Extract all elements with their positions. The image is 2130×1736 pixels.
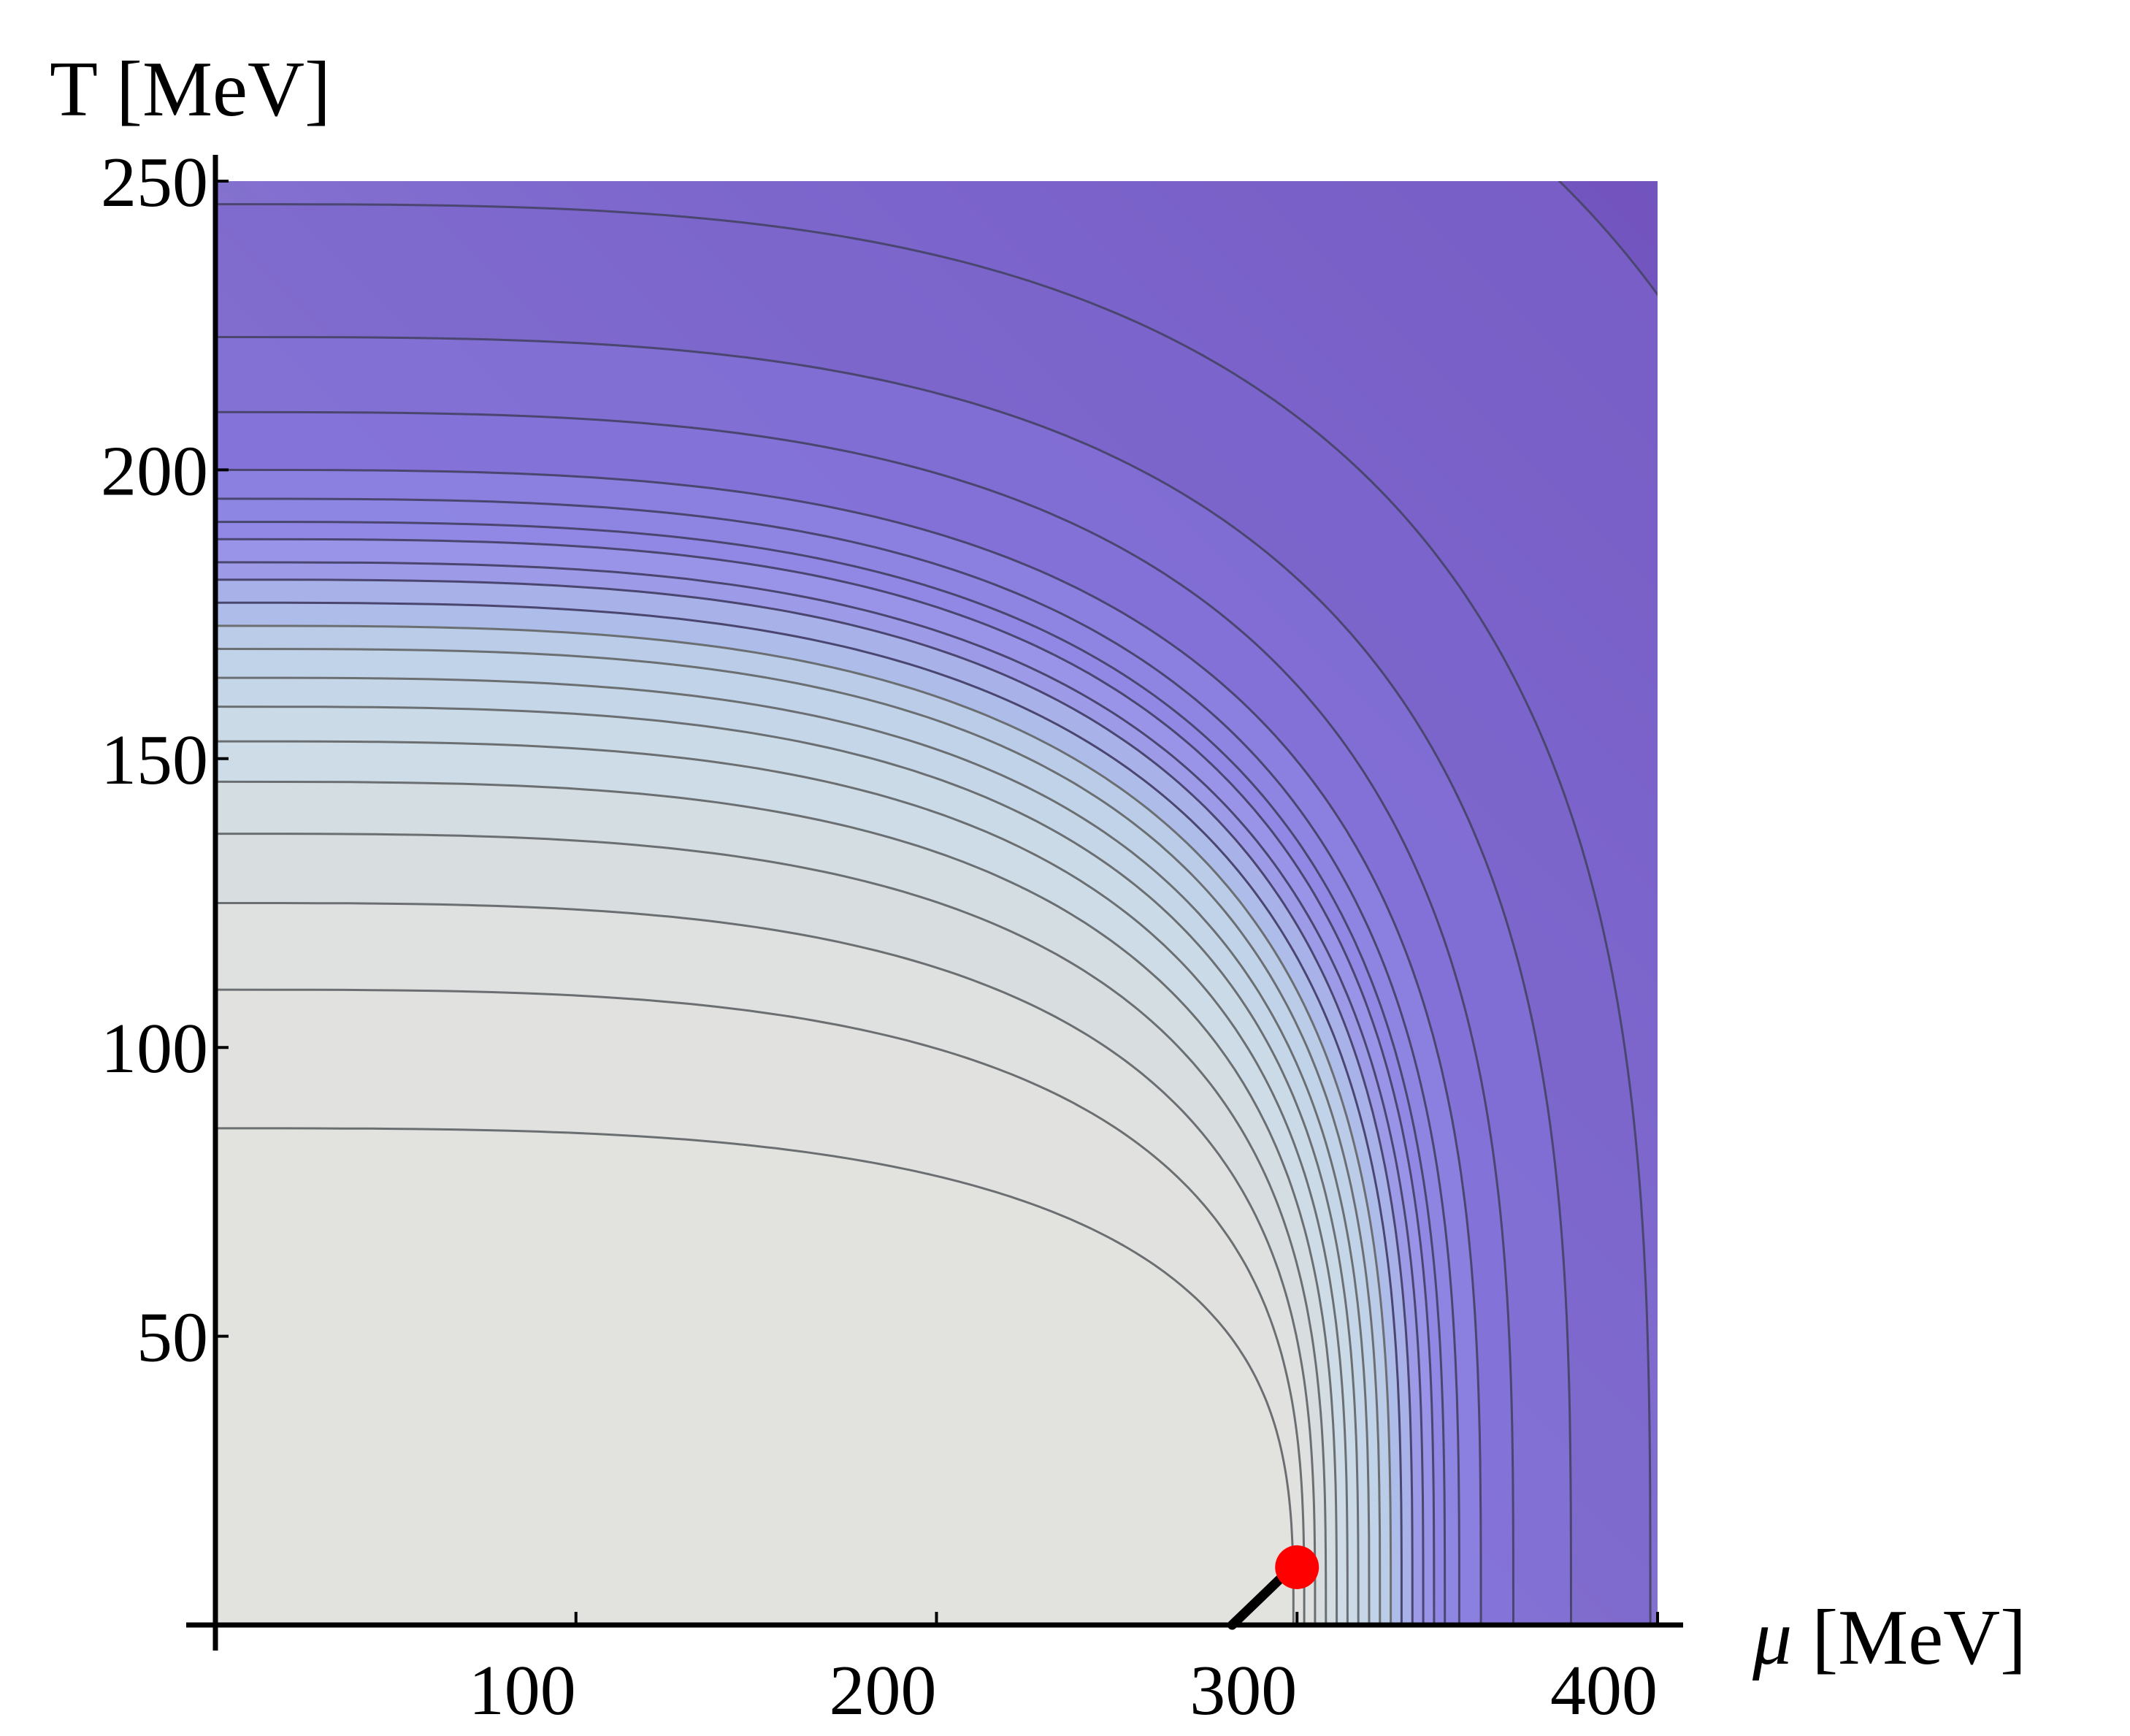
contour-line: [215, 706, 1360, 1625]
y-tick-label: 200: [101, 432, 208, 511]
x-tick-label: 300: [1189, 1651, 1297, 1730]
contour-line: [215, 988, 1306, 1625]
contour-line: [215, 740, 1349, 1625]
contour-line: [215, 336, 1572, 1625]
contour-line: [215, 497, 1460, 1625]
y-ticks: 50 100 150 200 250: [101, 143, 229, 1377]
axes: 100 200 300 400 50 100 150 200 250: [101, 143, 1683, 1730]
contour-line: [215, 468, 1482, 1625]
x-ticks: 100 200 300 400: [469, 1612, 1659, 1730]
y-tick-label: 100: [101, 1009, 208, 1088]
x-axis-unit: [MeV]: [1792, 1594, 2026, 1681]
contour-line: [215, 833, 1328, 1625]
x-tick-label: 100: [469, 1651, 576, 1730]
contour-band: [215, 1128, 1294, 1625]
x-axis-label: μ [MeV]: [1752, 1594, 2026, 1681]
contour-line: [215, 203, 1652, 1625]
contour-line: [215, 561, 1425, 1625]
contour-lines: [215, 181, 1658, 1625]
contour-line: [215, 1127, 1295, 1625]
contour-line: [215, 601, 1403, 1625]
contour-bands: [215, 181, 1658, 1625]
contour-line: [215, 410, 1514, 1625]
contour-line: [215, 676, 1371, 1625]
y-tick-label: 50: [137, 1299, 208, 1377]
contour-line: [215, 624, 1392, 1625]
contour-line: [215, 538, 1436, 1625]
critical-point: [1275, 1545, 1319, 1589]
y-tick-label: 150: [101, 721, 208, 800]
contour-line: [215, 902, 1317, 1625]
x-tick-label: 200: [830, 1651, 937, 1730]
contour-line: [215, 780, 1338, 1625]
plot-area: [215, 181, 1658, 1630]
phase-features: [1227, 1545, 1319, 1630]
contour-line: [215, 578, 1414, 1625]
contour-line: [1558, 181, 1658, 297]
contour-line: [215, 521, 1447, 1625]
y-tick-label: 250: [101, 143, 208, 222]
x-tick-label: 400: [1550, 1651, 1658, 1730]
contour-line: [215, 648, 1382, 1625]
y-axis-label: T [MeV]: [50, 46, 331, 133]
x-axis-symbol: μ: [1752, 1594, 1792, 1681]
